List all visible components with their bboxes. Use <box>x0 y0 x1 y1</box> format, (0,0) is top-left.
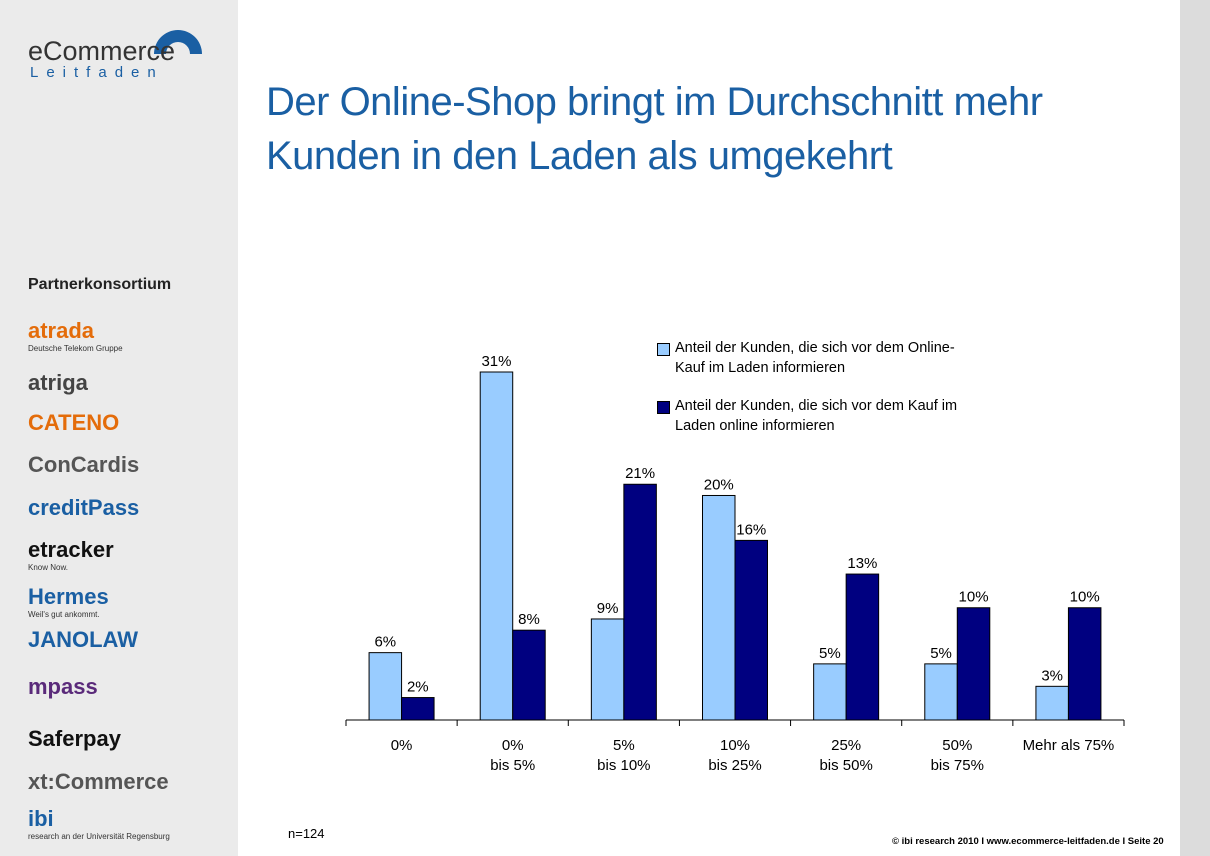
partner-name: Hermes <box>28 584 109 609</box>
value-label: 20% <box>704 476 734 493</box>
partner-name: etracker <box>28 537 114 562</box>
footer: © ibi research 2010 I www.ecommerce-leit… <box>892 836 1164 847</box>
x-tick-label: 10% <box>720 737 750 754</box>
partner-name: ibi <box>28 806 54 831</box>
value-label: 5% <box>819 645 841 662</box>
partner-logo: ConCardis <box>28 452 139 478</box>
bar <box>401 697 435 721</box>
sample-note: n=124 <box>288 826 325 841</box>
bar <box>1035 685 1069 721</box>
value-label: 16% <box>736 521 766 538</box>
x-tick-label: 5% <box>613 737 635 754</box>
partner-name: Saferpay <box>28 726 121 751</box>
bar <box>512 629 546 721</box>
value-label: 13% <box>847 555 877 572</box>
legend-label: Anteil der Kunden, die sich vor dem Onli… <box>675 340 955 376</box>
partner-name: ConCardis <box>28 452 140 477</box>
right-strip <box>1180 0 1210 856</box>
chart: 6% 2% 0% 31% 8% 0% bis 5% 9% 21% 5% bis 10% 20% 16% 1… <box>345 353 1125 774</box>
partner-logo: CATENO <box>28 410 119 436</box>
sidebar: eCommerce Leitfaden Partnerkonsortium at… <box>0 0 238 856</box>
bar <box>368 652 403 721</box>
value-label: 3% <box>1041 667 1063 684</box>
partner-name: creditPass <box>28 495 140 520</box>
x-tick-label: bis 25% <box>708 757 761 774</box>
partner-logo: Saferpay <box>28 726 121 752</box>
x-tick-label: bis 10% <box>597 757 650 774</box>
partner-tagline: Know Now. <box>28 563 69 572</box>
value-label: 10% <box>1070 589 1100 606</box>
value-label: 5% <box>930 645 952 662</box>
partner-logo: etracker Know Now. <box>28 537 114 572</box>
legend-label: Anteil der Kunden, die sich vor dem Kauf… <box>675 398 958 434</box>
value-label: 31% <box>481 353 511 370</box>
partner-name: CATENO <box>28 410 120 435</box>
title-line: Der Online-Shop bringt im Durchschnitt m… <box>266 80 1043 124</box>
bar <box>956 607 991 721</box>
x-tick-label: 0% <box>391 737 413 754</box>
legend-swatch <box>657 343 670 356</box>
title-line: Kunden in den Laden als umgekehrt <box>266 134 893 178</box>
x-tick-label: bis 5% <box>490 757 535 774</box>
bar <box>623 483 657 721</box>
value-label: 21% <box>625 465 655 482</box>
partner-name: xt:Commerce <box>28 769 169 794</box>
value-label: 8% <box>518 611 540 628</box>
partner-tagline: research an der Universität Regensburg <box>28 832 170 841</box>
x-tick-label: bis 50% <box>819 757 872 774</box>
partner-name: mpass <box>28 674 98 699</box>
bar <box>479 371 514 721</box>
x-tick-label: 0% <box>502 737 524 754</box>
logo-arc <box>154 30 202 54</box>
partner-logo: Hermes Weil's gut ankommt. <box>28 584 109 619</box>
bar <box>702 494 736 721</box>
value-label: 6% <box>374 634 396 651</box>
partner-logo: atrada Deutsche Telekom Gruppe <box>28 318 123 353</box>
sidebar-heading: Partnerkonsortium <box>28 276 172 293</box>
logo-sub: Leitfaden <box>30 64 164 81</box>
partner-logo: creditPass <box>28 495 139 521</box>
bar <box>734 539 768 721</box>
partner-logo: atriga <box>28 370 88 396</box>
partner-logo: JANOLAW <box>28 627 138 653</box>
bar <box>1067 607 1102 721</box>
partner-tagline: Deutsche Telekom Gruppe <box>28 344 123 353</box>
value-label: 2% <box>407 679 429 696</box>
partner-name: JANOLAW <box>28 627 138 652</box>
partner-logo: ibi research an der Universität Regensbur… <box>28 806 170 841</box>
legend-swatch <box>657 401 670 414</box>
value-label: 9% <box>597 600 619 617</box>
partner-name: atrada <box>28 318 95 343</box>
x-tick-label: 50% <box>942 737 972 754</box>
bar <box>845 573 880 721</box>
partner-name: atriga <box>28 370 88 395</box>
partner-logo: mpass <box>28 674 98 700</box>
partner-tagline: Weil's gut ankommt. <box>28 610 100 619</box>
bar <box>924 663 958 721</box>
x-tick-label: 25% <box>831 737 861 754</box>
x-tick-label: Mehr als 75% <box>1023 737 1115 754</box>
value-label: 10% <box>959 589 989 606</box>
bar <box>813 663 847 721</box>
logo-name: eCommerce <box>28 36 176 66</box>
x-tick-label: bis 75% <box>931 757 984 774</box>
partner-logo: xt:Commerce <box>28 769 169 795</box>
bar <box>590 618 625 721</box>
